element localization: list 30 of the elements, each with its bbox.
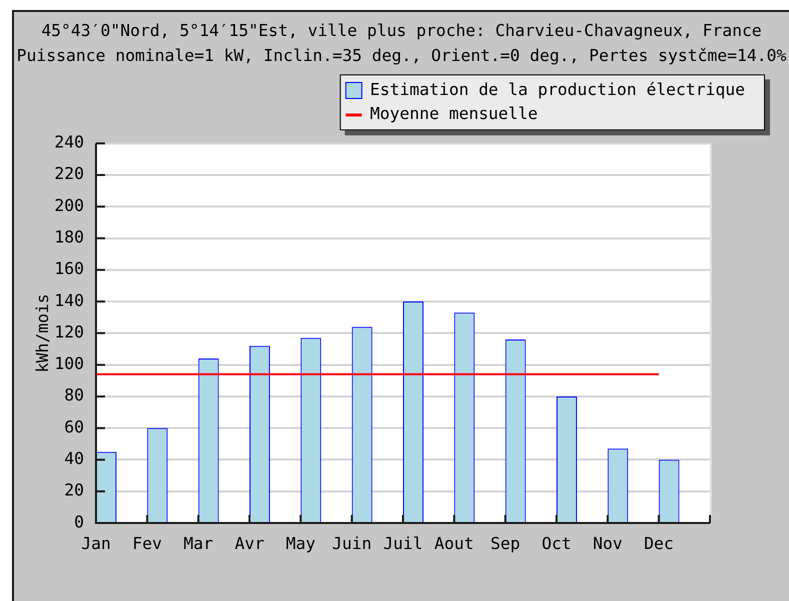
chart-title: 45°43′0"Nord, 5°14′15"Est, ville plus proche: Charvieu-Chavagneux, France — [41, 21, 762, 40]
x-tick-label: May — [286, 534, 316, 554]
x-tick-label: Avr — [234, 534, 264, 554]
y-tick-label: 240 — [54, 132, 84, 152]
x-tick-label: Jan — [81, 534, 111, 554]
y-tick-label: 220 — [54, 164, 84, 184]
x-tick-label: Mar — [184, 534, 214, 554]
y-axis-title: kWh/mois — [33, 294, 52, 373]
x-tick-label: Fev — [132, 534, 162, 554]
y-tick-label: 40 — [64, 448, 84, 468]
x-tick-label: Juil — [383, 534, 423, 554]
chart-subtitle: Puissance nominale=1 kW, Inclin.=35 deg., Orient.=0 deg., Pertes systčme=14.0% — [16, 46, 786, 65]
y-tick-label: 100 — [54, 354, 84, 374]
x-tick-label: Nov — [592, 534, 623, 554]
x-tick-label: Juin — [332, 534, 372, 554]
y-tick-label: 200 — [54, 196, 84, 215]
y-tick-label: 140 — [54, 290, 84, 310]
y-tick-label: 20 — [64, 480, 84, 500]
legend-label: Estimation de la production électrique — [370, 80, 745, 99]
y-tick-label: 80 — [64, 386, 84, 405]
legend-label: Moyenne mensuelle — [370, 104, 538, 124]
y-tick-label: 160 — [54, 259, 84, 278]
y-tick-label: 0 — [74, 512, 84, 532]
x-tick-label: Sep — [490, 534, 520, 554]
y-tick-label: 60 — [64, 417, 84, 436]
x-tick-label: Dec — [644, 534, 674, 554]
y-tick-label: 120 — [54, 322, 84, 342]
y-tick-label: 180 — [54, 228, 84, 247]
x-tick-label: Oct — [542, 534, 572, 554]
x-tick-label: Aout — [434, 534, 474, 554]
